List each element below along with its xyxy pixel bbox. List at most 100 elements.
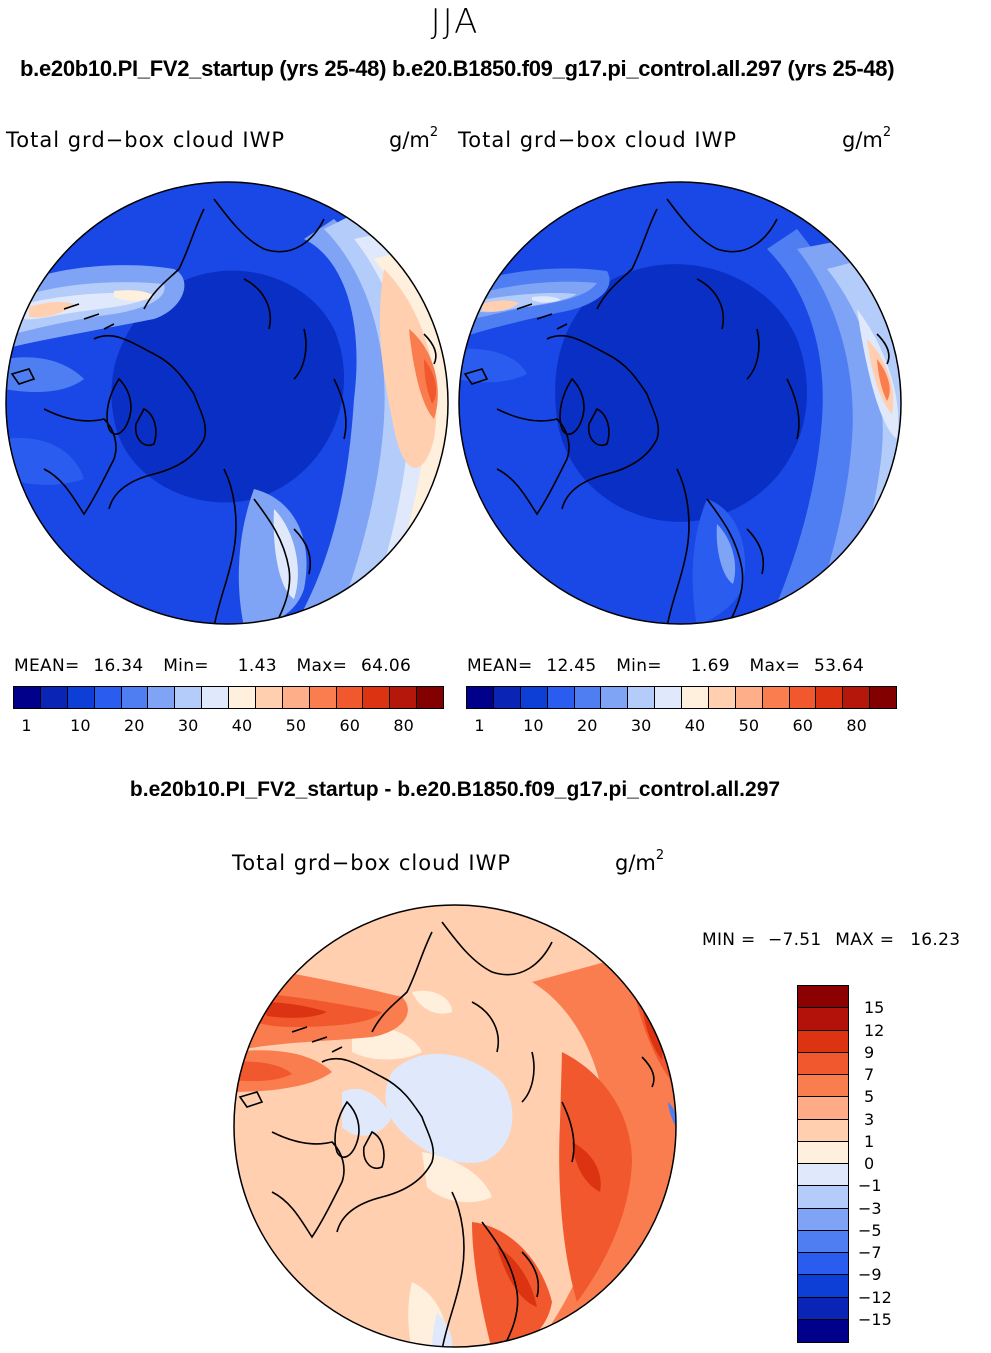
colorbar-swatch bbox=[798, 1141, 848, 1164]
colorbar-tick-label: 10 bbox=[523, 716, 544, 735]
colorbar-swatch bbox=[798, 1275, 848, 1298]
colorbar-swatch bbox=[175, 687, 203, 708]
colorbar-swatch bbox=[798, 1052, 848, 1075]
season-title: JJA bbox=[430, 2, 480, 42]
colorbar-swatch bbox=[390, 687, 418, 708]
colorbar-swatch bbox=[798, 1119, 848, 1142]
colorbar-tick-label: −3 bbox=[858, 1198, 882, 1218]
colorbar-swatch bbox=[574, 687, 602, 708]
arctic-core-region bbox=[555, 264, 807, 522]
colorbar-swatch bbox=[14, 687, 41, 708]
colorbar-swatch bbox=[789, 687, 817, 708]
colorbar-swatch bbox=[467, 687, 494, 708]
colorbar-tick-label: −12 bbox=[858, 1287, 892, 1307]
diff-variable-label: Total grd−box cloud IWP bbox=[232, 851, 512, 875]
colorbar-swatch bbox=[682, 687, 709, 708]
right-units: g/m2 bbox=[842, 125, 892, 152]
colorbar-swatch bbox=[601, 687, 629, 708]
colorbar-tick-label: 1 bbox=[864, 1131, 875, 1151]
colorbar-swatch bbox=[336, 687, 364, 708]
diff-min-max: MIN = −7.51 MAX = 16.23 bbox=[702, 930, 961, 950]
colorbar-tick-label: 1 bbox=[474, 716, 485, 735]
diff-units: g/m2 bbox=[615, 848, 665, 875]
colorbar-tick-label: 20 bbox=[577, 716, 598, 735]
left-units: g/m2 bbox=[389, 125, 439, 152]
right-variable-label: Total grd−box cloud IWP bbox=[458, 128, 738, 152]
colorbar-swatch bbox=[282, 687, 310, 708]
colorbar-swatch bbox=[798, 986, 848, 1009]
colorbar-tick-label: 15 bbox=[864, 998, 885, 1018]
colorbar-tick-label: 80 bbox=[846, 716, 867, 735]
colorbar-swatch bbox=[798, 1030, 848, 1053]
colorbar-swatch bbox=[520, 687, 548, 708]
left-colorbar bbox=[13, 686, 444, 709]
colorbar-tick-label: 60 bbox=[339, 716, 360, 735]
diff-colorbar bbox=[797, 985, 849, 1343]
colorbar-tick-label: 80 bbox=[393, 716, 414, 735]
colorbar-swatch bbox=[735, 687, 763, 708]
colorbar-tick-label: 5 bbox=[864, 1087, 875, 1107]
left-variable-label: Total grd−box cloud IWP bbox=[6, 128, 286, 152]
right-polar-map bbox=[458, 181, 902, 625]
colorbar-swatch bbox=[148, 687, 176, 708]
diff-case-title: b.e20b10.PI_FV2_startup - b.e20.B1850.f0… bbox=[129, 778, 781, 801]
colorbar-swatch bbox=[202, 687, 229, 708]
colorbar-swatch bbox=[798, 1230, 848, 1253]
colorbar-swatch bbox=[798, 1075, 848, 1098]
right-stats: MEAN= 12.45 Min= 1.69 Max= 53.64 bbox=[467, 656, 865, 676]
colorbar-swatch bbox=[870, 687, 896, 708]
colorbar-swatch bbox=[708, 687, 736, 708]
colorbar-swatch bbox=[798, 1097, 848, 1120]
colorbar-tick-label: 20 bbox=[124, 716, 145, 735]
left-polar-map bbox=[5, 181, 449, 625]
colorbar-tick-label: −7 bbox=[858, 1243, 882, 1262]
colorbar-tick-label: 60 bbox=[792, 716, 813, 735]
colorbar-tick-label: −5 bbox=[858, 1220, 882, 1240]
arctic-near-zero-region bbox=[385, 1053, 513, 1163]
right-colorbar-ticks: 1 10 20 30 40 50 60 80 bbox=[466, 716, 897, 738]
colorbar-swatch bbox=[655, 687, 682, 708]
left-coastlines bbox=[10, 198, 437, 624]
colorbar-tick-label: 50 bbox=[285, 716, 307, 735]
colorbar-swatch bbox=[816, 687, 844, 708]
colorbar-swatch bbox=[121, 687, 149, 708]
colorbar-tick-label: 12 bbox=[864, 1020, 885, 1040]
colorbar-swatch bbox=[493, 687, 521, 708]
colorbar-swatch bbox=[798, 1186, 848, 1209]
colorbar-swatch bbox=[229, 687, 256, 708]
colorbar-tick-label: 1 bbox=[21, 716, 32, 735]
colorbar-swatch bbox=[363, 687, 391, 708]
colorbar-swatch bbox=[417, 687, 443, 708]
colorbar-tick-label: 9 bbox=[864, 1042, 875, 1062]
colorbar-tick-label: 30 bbox=[177, 716, 199, 735]
diff-colorbar-ticks: 15 12 9 7 5 3 1 0 −1 −3 −5 −7 −9 −12 −15 bbox=[858, 985, 918, 1343]
colorbar-swatch bbox=[798, 1253, 848, 1276]
colorbar-tick-label: 7 bbox=[864, 1065, 875, 1084]
colorbar-swatch bbox=[40, 687, 68, 708]
colorbar-tick-label: 40 bbox=[231, 716, 253, 735]
colorbar-swatch bbox=[67, 687, 95, 708]
colorbar-swatch bbox=[843, 687, 871, 708]
arctic-core-region bbox=[111, 270, 345, 503]
right-colorbar bbox=[466, 686, 897, 709]
colorbar-tick-label: 0 bbox=[864, 1154, 875, 1173]
colorbar-swatch bbox=[255, 687, 283, 708]
colorbar-swatch bbox=[94, 687, 122, 708]
colorbar-tick-label: 50 bbox=[738, 716, 760, 735]
left-colorbar-ticks: 1 10 20 30 40 50 60 80 bbox=[13, 716, 444, 738]
colorbar-swatch bbox=[628, 687, 656, 708]
colorbar-swatch bbox=[309, 687, 337, 708]
right-case-title: b.e20.B1850.f09_g17.pi_control.all.297 (… bbox=[392, 56, 895, 81]
diff-coastlines bbox=[238, 921, 655, 1347]
right-coastlines bbox=[463, 198, 890, 624]
colorbar-tick-label: 10 bbox=[70, 716, 91, 735]
colorbar-swatch bbox=[798, 1008, 848, 1031]
colorbar-swatch bbox=[798, 1164, 848, 1187]
colorbar-tick-label: 40 bbox=[684, 716, 706, 735]
colorbar-tick-label: −1 bbox=[858, 1176, 882, 1196]
colorbar-swatch bbox=[798, 1319, 848, 1342]
colorbar-swatch bbox=[547, 687, 575, 708]
colorbar-tick-label: −9 bbox=[858, 1265, 882, 1285]
left-case-title: b.e20b10.PI_FV2_startup (yrs 25-48) bbox=[20, 56, 387, 81]
colorbar-tick-label: 30 bbox=[630, 716, 652, 735]
